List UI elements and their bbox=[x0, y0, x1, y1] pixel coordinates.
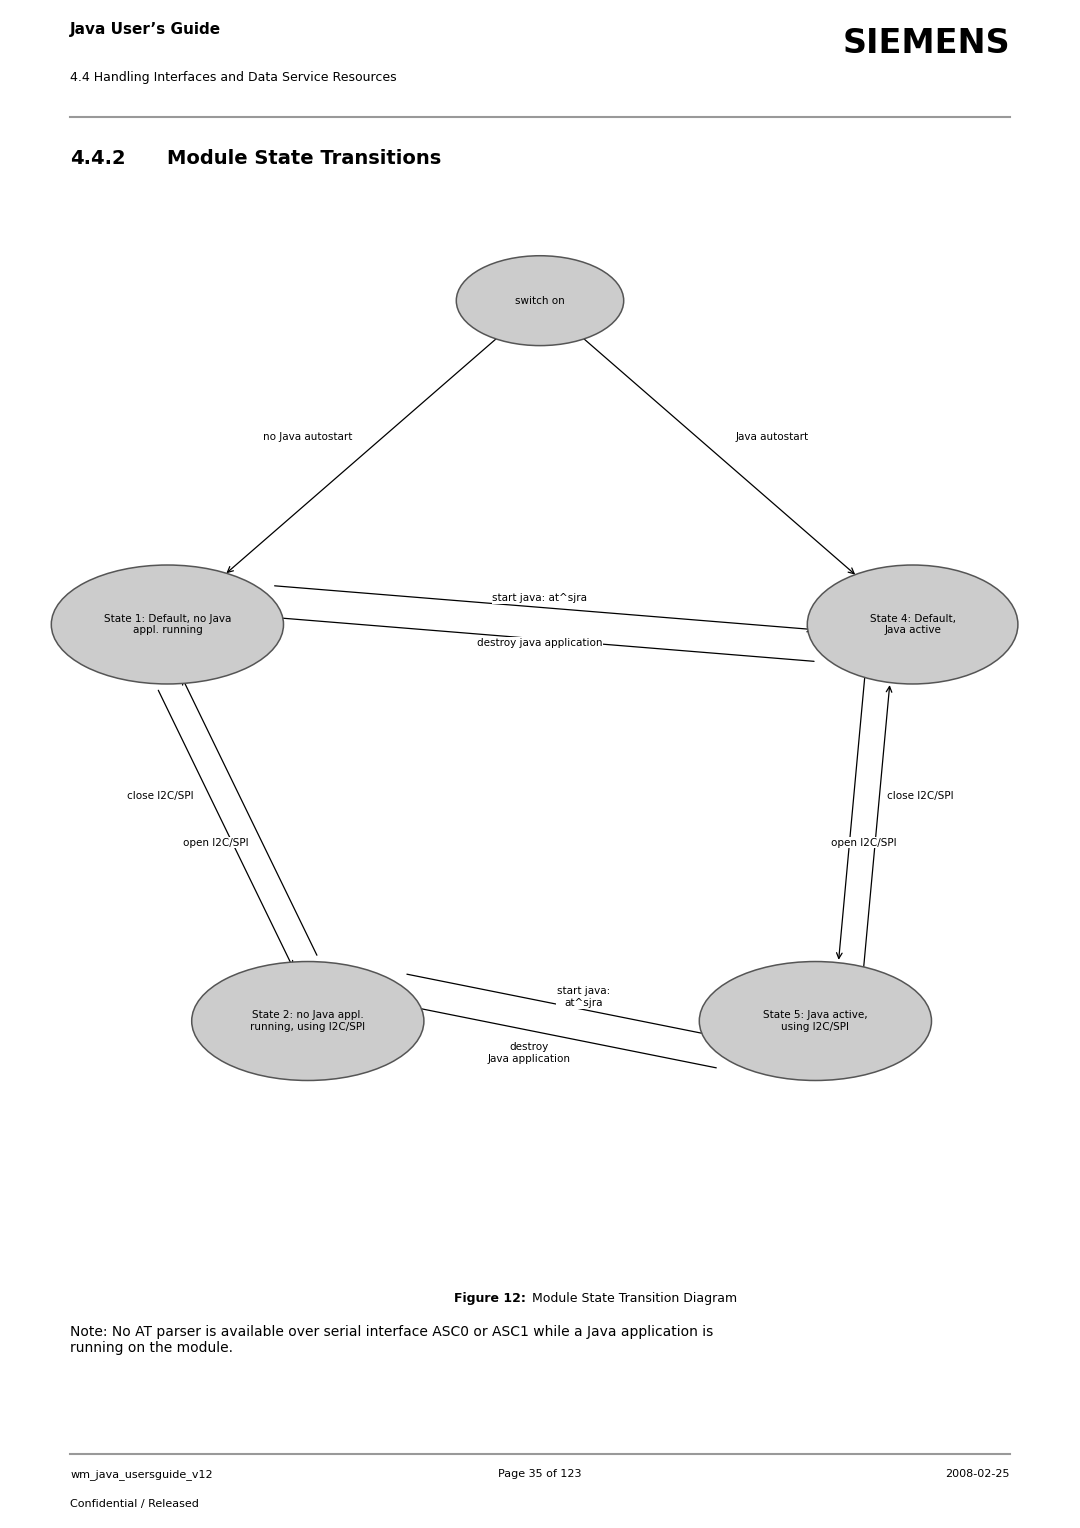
Text: Java autostart: Java autostart bbox=[735, 432, 809, 442]
Ellipse shape bbox=[808, 565, 1018, 685]
Text: destroy java application: destroy java application bbox=[477, 639, 603, 648]
Ellipse shape bbox=[191, 961, 423, 1080]
Text: State 2: no Java appl.
running, using I2C/SPI: State 2: no Java appl. running, using I2… bbox=[251, 1010, 365, 1031]
Text: start java: at^sjra: start java: at^sjra bbox=[492, 593, 588, 604]
Text: start java:
at^sjra: start java: at^sjra bbox=[556, 987, 610, 1008]
Text: switch on: switch on bbox=[515, 296, 565, 306]
Text: open I2C/SPI: open I2C/SPI bbox=[832, 837, 896, 848]
Text: close I2C/SPI: close I2C/SPI bbox=[126, 792, 193, 801]
Text: 4.4 Handling Interfaces and Data Service Resources: 4.4 Handling Interfaces and Data Service… bbox=[70, 70, 396, 84]
Text: State 1: Default, no Java
appl. running: State 1: Default, no Java appl. running bbox=[104, 614, 231, 636]
Text: 2008-02-25: 2008-02-25 bbox=[945, 1470, 1010, 1479]
Ellipse shape bbox=[52, 565, 283, 685]
Text: close I2C/SPI: close I2C/SPI bbox=[887, 792, 954, 801]
Text: Java User’s Guide: Java User’s Guide bbox=[70, 21, 221, 37]
Text: wm_java_usersguide_v12: wm_java_usersguide_v12 bbox=[70, 1470, 213, 1481]
Text: State 4: Default,
Java active: State 4: Default, Java active bbox=[869, 614, 956, 636]
Text: 4.4.2: 4.4.2 bbox=[70, 148, 126, 168]
Ellipse shape bbox=[456, 255, 624, 345]
Text: Module State Transitions: Module State Transitions bbox=[167, 148, 442, 168]
Text: Module State Transition Diagram: Module State Transition Diagram bbox=[524, 1293, 737, 1305]
Ellipse shape bbox=[700, 961, 931, 1080]
Text: open I2C/SPI: open I2C/SPI bbox=[184, 837, 248, 848]
Text: SIEMENS: SIEMENS bbox=[842, 28, 1010, 60]
Text: Note: No AT parser is available over serial interface ASC0 or ASC1 while a Java : Note: No AT parser is available over ser… bbox=[70, 1325, 714, 1355]
Text: Figure 12:: Figure 12: bbox=[454, 1293, 526, 1305]
Text: destroy
Java application: destroy Java application bbox=[488, 1042, 570, 1063]
Text: State 5: Java active,
using I2C/SPI: State 5: Java active, using I2C/SPI bbox=[764, 1010, 867, 1031]
Text: Page 35 of 123: Page 35 of 123 bbox=[498, 1470, 582, 1479]
Text: Confidential / Released: Confidential / Released bbox=[70, 1499, 199, 1508]
Text: no Java autostart: no Java autostart bbox=[264, 432, 352, 442]
